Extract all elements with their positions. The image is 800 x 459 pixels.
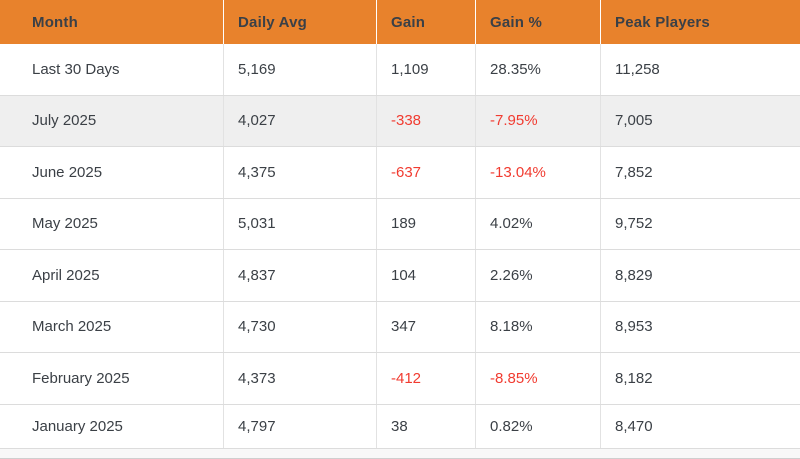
column-header-gain-pct: Gain % xyxy=(475,0,600,44)
cell-daily-avg: 4,027 xyxy=(223,95,376,146)
table-row[interactable]: April 2025 4,837 104 2.26% 8,829 xyxy=(0,250,800,302)
cell-month: Last 30 Days xyxy=(32,60,120,78)
cell-daily-avg: 4,730 xyxy=(223,301,376,352)
table-footer-strip xyxy=(0,448,800,459)
table-body: Last 30 Days 5,169 1,109 28.35% 11,258 July 2… xyxy=(0,44,800,449)
cell-peak: 7,005 xyxy=(600,95,800,146)
cell-daily-avg: 4,373 xyxy=(223,353,376,404)
cell-gain: 347 xyxy=(376,301,475,352)
cell-gain: -637 xyxy=(376,147,475,198)
cell-month: January 2025 xyxy=(32,417,123,435)
cell-peak: 8,829 xyxy=(600,250,800,301)
table-row[interactable]: February 2025 4,373 -412 -8.85% 8,182 xyxy=(0,353,800,405)
cell-gain-pct: -8.85% xyxy=(475,353,600,404)
cell-month: June 2025 xyxy=(32,163,103,181)
table-row[interactable]: May 2025 5,031 189 4.02% 9,752 xyxy=(0,198,800,250)
cell-month: April 2025 xyxy=(32,266,100,284)
cell-gain-pct: 4.02% xyxy=(475,198,600,249)
cell-daily-avg: 4,375 xyxy=(223,147,376,198)
cell-daily-avg: 5,031 xyxy=(223,198,376,249)
cell-month: February 2025 xyxy=(32,369,130,387)
table-row[interactable]: June 2025 4,375 -637 -13.04% 7,852 xyxy=(0,147,800,199)
cell-gain-pct: -7.95% xyxy=(475,95,600,146)
cell-month: July 2025 xyxy=(32,112,97,130)
cell-peak: 11,258 xyxy=(600,44,800,95)
column-header-peak-players: Peak Players xyxy=(600,0,800,44)
cell-gain: -412 xyxy=(376,353,475,404)
cell-peak: 8,953 xyxy=(600,301,800,352)
table-row[interactable]: July 2025 4,027 -338 -7.95% 7,005 xyxy=(0,95,800,147)
table-row[interactable]: January 2025 4,797 38 0.82% 8,470 xyxy=(0,404,800,449)
table-header-row: Month Daily Avg Gain Gain % Peak Players xyxy=(0,0,800,44)
cell-month: May 2025 xyxy=(32,215,98,233)
cell-peak: 9,752 xyxy=(600,198,800,249)
cell-daily-avg: 4,797 xyxy=(223,404,376,448)
cell-gain-pct: 8.18% xyxy=(475,301,600,352)
cell-gain: -338 xyxy=(376,95,475,146)
column-header-daily-avg: Daily Avg xyxy=(223,0,376,44)
cell-gain-pct: -13.04% xyxy=(475,147,600,198)
cell-daily-avg: 4,837 xyxy=(223,250,376,301)
table-row[interactable]: Last 30 Days 5,169 1,109 28.35% 11,258 xyxy=(0,44,800,96)
cell-gain: 189 xyxy=(376,198,475,249)
cell-peak: 8,470 xyxy=(600,404,800,448)
cell-peak: 8,182 xyxy=(600,353,800,404)
table-row[interactable]: March 2025 4,730 347 8.18% 8,953 xyxy=(0,301,800,353)
column-header-month: Month xyxy=(32,13,78,31)
cell-gain: 104 xyxy=(376,250,475,301)
cell-gain: 38 xyxy=(376,404,475,448)
cell-daily-avg: 5,169 xyxy=(223,44,376,95)
cell-gain-pct: 28.35% xyxy=(475,44,600,95)
column-header-gain: Gain xyxy=(376,0,475,44)
cell-month: March 2025 xyxy=(32,318,112,336)
cell-peak: 7,852 xyxy=(600,147,800,198)
cell-gain: 1,109 xyxy=(376,44,475,95)
cell-gain-pct: 0.82% xyxy=(475,404,600,448)
cell-gain-pct: 2.26% xyxy=(475,250,600,301)
